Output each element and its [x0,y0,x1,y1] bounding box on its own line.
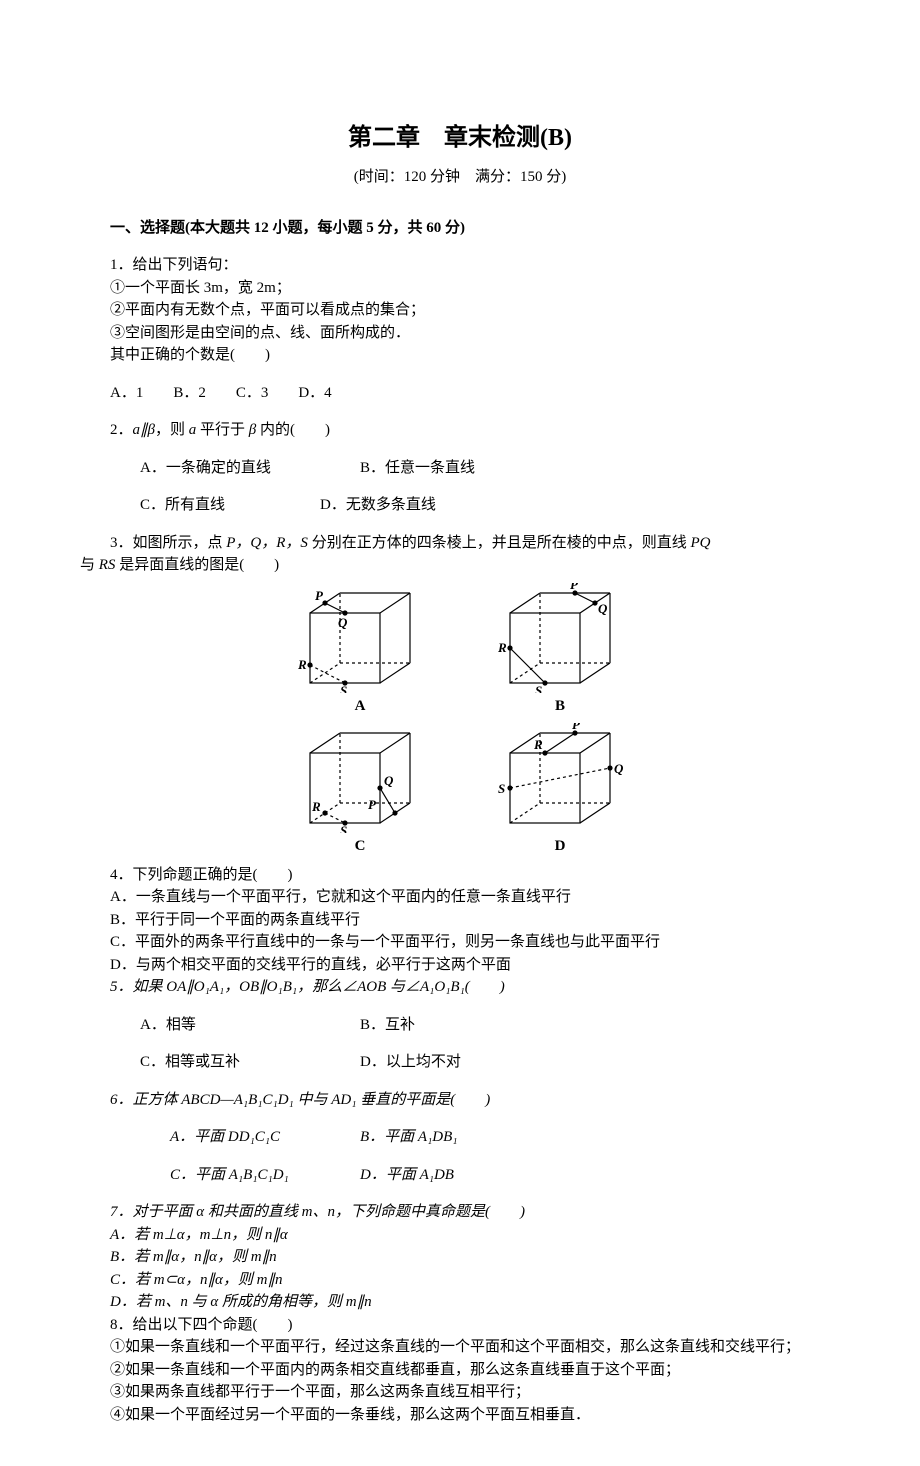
q5-row2: C．相等或互补D．以上均不对 [80,1051,840,1074]
svg-text:R: R [297,657,307,672]
q7-d: D．若 m、n 与 α 所成的角相等，则 m∥n [80,1291,840,1314]
q5-row1: A．相等B．互补 [80,1014,840,1037]
page-subtitle: (时间：120 分钟 满分：150 分) [80,166,840,189]
q6-stem: 6．正方体 ABCD—A₁B₁C₁D₁ 中与 AD₁ 垂直的平面是( ) [80,1089,840,1112]
cube-diagram-c: Q P R S [290,723,430,833]
q8-l2: ②如果一条直线和一个平面内的两条相交直线都垂直，那么这条直线垂直于这个平面； [80,1359,840,1382]
q4-stem: 4．下列命题正确的是( ) [80,864,840,887]
q2-options-row2: C．所有直线D．无数多条直线 [80,494,840,517]
q4-a: A．一条直线与一个平面平行，它就和这个平面内的任意一条直线平行 [80,886,840,909]
q8-l3: ③如果两条直线都平行于一个平面，那么这两条直线互相平行； [80,1381,840,1404]
q6-row1: A．平面 DD₁C₁CB．平面 A₁DB₁ [80,1126,840,1149]
q6-row2: C．平面 A₁B₁C₁D₁D．平面 A₁DB [80,1164,840,1187]
svg-text:P: P [368,797,377,812]
fig-label-a: A [355,695,366,718]
cube-diagram-a: P Q R S [290,583,430,693]
q5-stem: 5．如果 OA∥O₁A₁，OB∥O₁B₁，那么∠AOB 与∠A₁O₁B₁( ) [80,976,840,999]
q8-l1: ①如果一条直线和一个平面平行，经过这条直线的一个平面和这个平面相交，那么这条直线… [80,1336,840,1359]
q7-a: A．若 m⊥α，m⊥n，则 n∥α [80,1224,840,1247]
q8-stem: 8．给出以下四个命题( ) [80,1314,840,1337]
q4-b: B．平行于同一个平面的两条直线平行 [80,909,840,932]
svg-text:S: S [340,683,347,693]
q8-l4: ④如果一个平面经过另一个平面的一条垂线，那么这两个平面互相垂直． [80,1404,840,1427]
q7-stem: 7．对于平面 α 和共面的直线 m、n，下列命题中真命题是( ) [80,1201,840,1224]
fig-label-d: D [555,835,566,858]
q7-b: B．若 m∥α，n∥α，则 m∥n [80,1246,840,1269]
svg-text:Q: Q [384,773,394,788]
q3-stem-line2: 与 RS 是异面直线的图是( ) [80,554,840,577]
svg-text:S: S [340,823,347,833]
q2-stem: 2．a∥β，则 a 平行于 β 内的( ) [80,419,840,442]
q7-c: C．若 m⊂α，n∥α，则 m∥n [80,1269,840,1292]
q1-options: A．1 B．2 C．3 D．4 [80,382,840,405]
svg-text:R: R [497,640,507,655]
page-title: 第二章 章末检测(B) [80,120,840,156]
svg-text:S: S [498,781,505,796]
svg-text:P: P [570,583,579,592]
q1-stem: 1．给出下列语句： [80,254,840,277]
q1-l3: ③空间图形是由空间的点、线、面所构成的． [80,322,840,345]
svg-text:R: R [533,737,543,752]
section-1-heading: 一、选择题(本大题共 12 小题，每小题 5 分，共 60 分) [80,217,840,240]
svg-text:P: P [572,723,581,732]
q2-options-row1: A．一条确定的直线B．任意一条直线 [80,457,840,480]
svg-text:S: S [535,683,542,693]
fig-label-c: C [355,835,366,858]
svg-text:P: P [315,588,324,603]
q4-d: D．与两个相交平面的交线平行的直线，必平行于这两个平面 [80,954,840,977]
svg-text:Q: Q [614,761,624,776]
cube-diagram-b: P Q R S [490,583,630,693]
svg-text:Q: Q [338,615,348,630]
q4-c: C．平面外的两条平行直线中的一条与一个平面平行，则另一条直线也与此平面平行 [80,931,840,954]
q1-ask: 其中正确的个数是( ) [80,344,840,367]
svg-text:Q: Q [598,601,608,616]
q1-l1: ①一个平面长 3m，宽 2m； [80,277,840,300]
svg-text:R: R [311,799,321,814]
q3-figures-row1: P Q R S A [80,583,840,718]
fig-label-b: B [555,695,565,718]
q3-stem: 3．如图所示，点 P，Q，R，S 分别在正方体的四条棱上，并且是所在棱的中点，则… [80,532,840,555]
q1-l2: ②平面内有无数个点，平面可以看成点的集合； [80,299,840,322]
cube-diagram-d: P R Q S [490,723,630,833]
q3-figures-row2: Q P R S C [80,723,840,858]
